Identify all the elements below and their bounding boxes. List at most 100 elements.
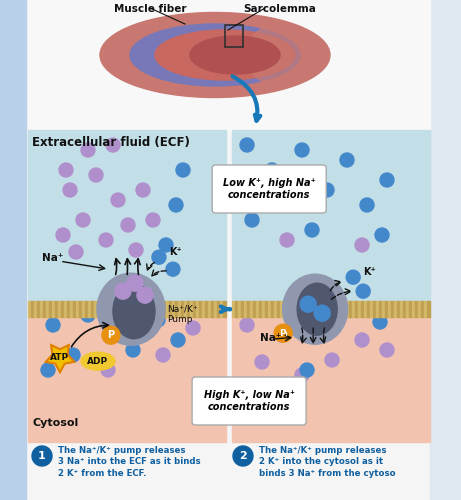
- Bar: [337, 301, 338, 317]
- Bar: [244, 301, 245, 317]
- Bar: [133, 301, 134, 317]
- Bar: [46, 301, 47, 317]
- Text: 1: 1: [38, 451, 46, 461]
- Bar: [383, 301, 384, 317]
- Bar: [417, 301, 418, 317]
- Text: Na⁺: Na⁺: [42, 253, 63, 263]
- Bar: [78, 301, 79, 317]
- Bar: [160, 301, 161, 317]
- Bar: [343, 301, 344, 317]
- Text: Na⁺/K⁺
Pump: Na⁺/K⁺ Pump: [167, 304, 198, 324]
- Bar: [381, 301, 382, 317]
- Bar: [208, 301, 209, 317]
- Circle shape: [356, 284, 370, 298]
- Circle shape: [355, 333, 369, 347]
- Bar: [385, 301, 386, 317]
- Circle shape: [81, 308, 95, 322]
- Bar: [246, 301, 247, 317]
- Bar: [428, 301, 429, 317]
- Bar: [209, 301, 210, 317]
- Bar: [250, 301, 251, 317]
- Bar: [51, 301, 52, 317]
- Bar: [151, 301, 152, 317]
- Bar: [156, 301, 157, 317]
- Ellipse shape: [245, 26, 305, 84]
- Bar: [374, 301, 375, 317]
- Bar: [0, 0, 26, 500]
- Bar: [64, 301, 65, 317]
- Circle shape: [89, 168, 103, 182]
- Bar: [318, 301, 319, 317]
- Bar: [125, 301, 126, 317]
- Bar: [421, 301, 422, 317]
- Bar: [91, 301, 92, 317]
- Bar: [201, 301, 202, 317]
- Bar: [232, 301, 233, 317]
- Bar: [334, 301, 335, 317]
- Bar: [58, 301, 59, 317]
- Bar: [282, 301, 283, 317]
- Bar: [402, 301, 403, 317]
- Bar: [161, 301, 162, 317]
- Bar: [33, 301, 34, 317]
- Bar: [243, 301, 244, 317]
- Bar: [177, 301, 178, 317]
- Bar: [414, 301, 415, 317]
- Bar: [225, 25, 243, 47]
- Bar: [185, 301, 186, 317]
- Bar: [215, 301, 216, 317]
- Bar: [301, 301, 302, 317]
- Bar: [336, 301, 337, 317]
- Bar: [386, 301, 387, 317]
- Bar: [62, 301, 63, 317]
- Bar: [408, 301, 409, 317]
- Bar: [260, 301, 261, 317]
- Circle shape: [102, 326, 120, 344]
- Bar: [403, 301, 404, 317]
- Bar: [136, 301, 137, 317]
- Bar: [276, 301, 277, 317]
- Bar: [180, 301, 181, 317]
- Bar: [218, 301, 219, 317]
- Bar: [221, 301, 222, 317]
- Bar: [140, 301, 141, 317]
- Bar: [35, 301, 36, 317]
- Circle shape: [101, 363, 115, 377]
- Bar: [412, 301, 413, 317]
- Circle shape: [115, 283, 131, 299]
- Bar: [171, 301, 172, 317]
- Bar: [347, 301, 348, 317]
- Bar: [404, 301, 405, 317]
- Bar: [69, 301, 70, 317]
- Bar: [121, 301, 122, 317]
- Bar: [411, 301, 412, 317]
- Circle shape: [56, 228, 70, 242]
- Bar: [269, 301, 270, 317]
- Circle shape: [320, 183, 334, 197]
- Circle shape: [240, 318, 254, 332]
- Bar: [303, 301, 304, 317]
- Bar: [150, 301, 151, 317]
- Circle shape: [126, 343, 140, 357]
- Bar: [254, 301, 255, 317]
- Bar: [198, 301, 199, 317]
- Bar: [259, 301, 260, 317]
- Circle shape: [380, 343, 394, 357]
- Bar: [405, 301, 406, 317]
- Bar: [400, 301, 401, 317]
- Text: P: P: [107, 330, 114, 340]
- Bar: [181, 301, 182, 317]
- Bar: [107, 301, 108, 317]
- Circle shape: [320, 315, 334, 329]
- Bar: [366, 301, 367, 317]
- Bar: [272, 301, 273, 317]
- Bar: [66, 301, 67, 317]
- Bar: [194, 301, 195, 317]
- Bar: [362, 301, 363, 317]
- Bar: [119, 301, 120, 317]
- Bar: [54, 301, 55, 317]
- Circle shape: [233, 446, 253, 466]
- Bar: [80, 301, 81, 317]
- Bar: [249, 301, 250, 317]
- Circle shape: [314, 305, 330, 321]
